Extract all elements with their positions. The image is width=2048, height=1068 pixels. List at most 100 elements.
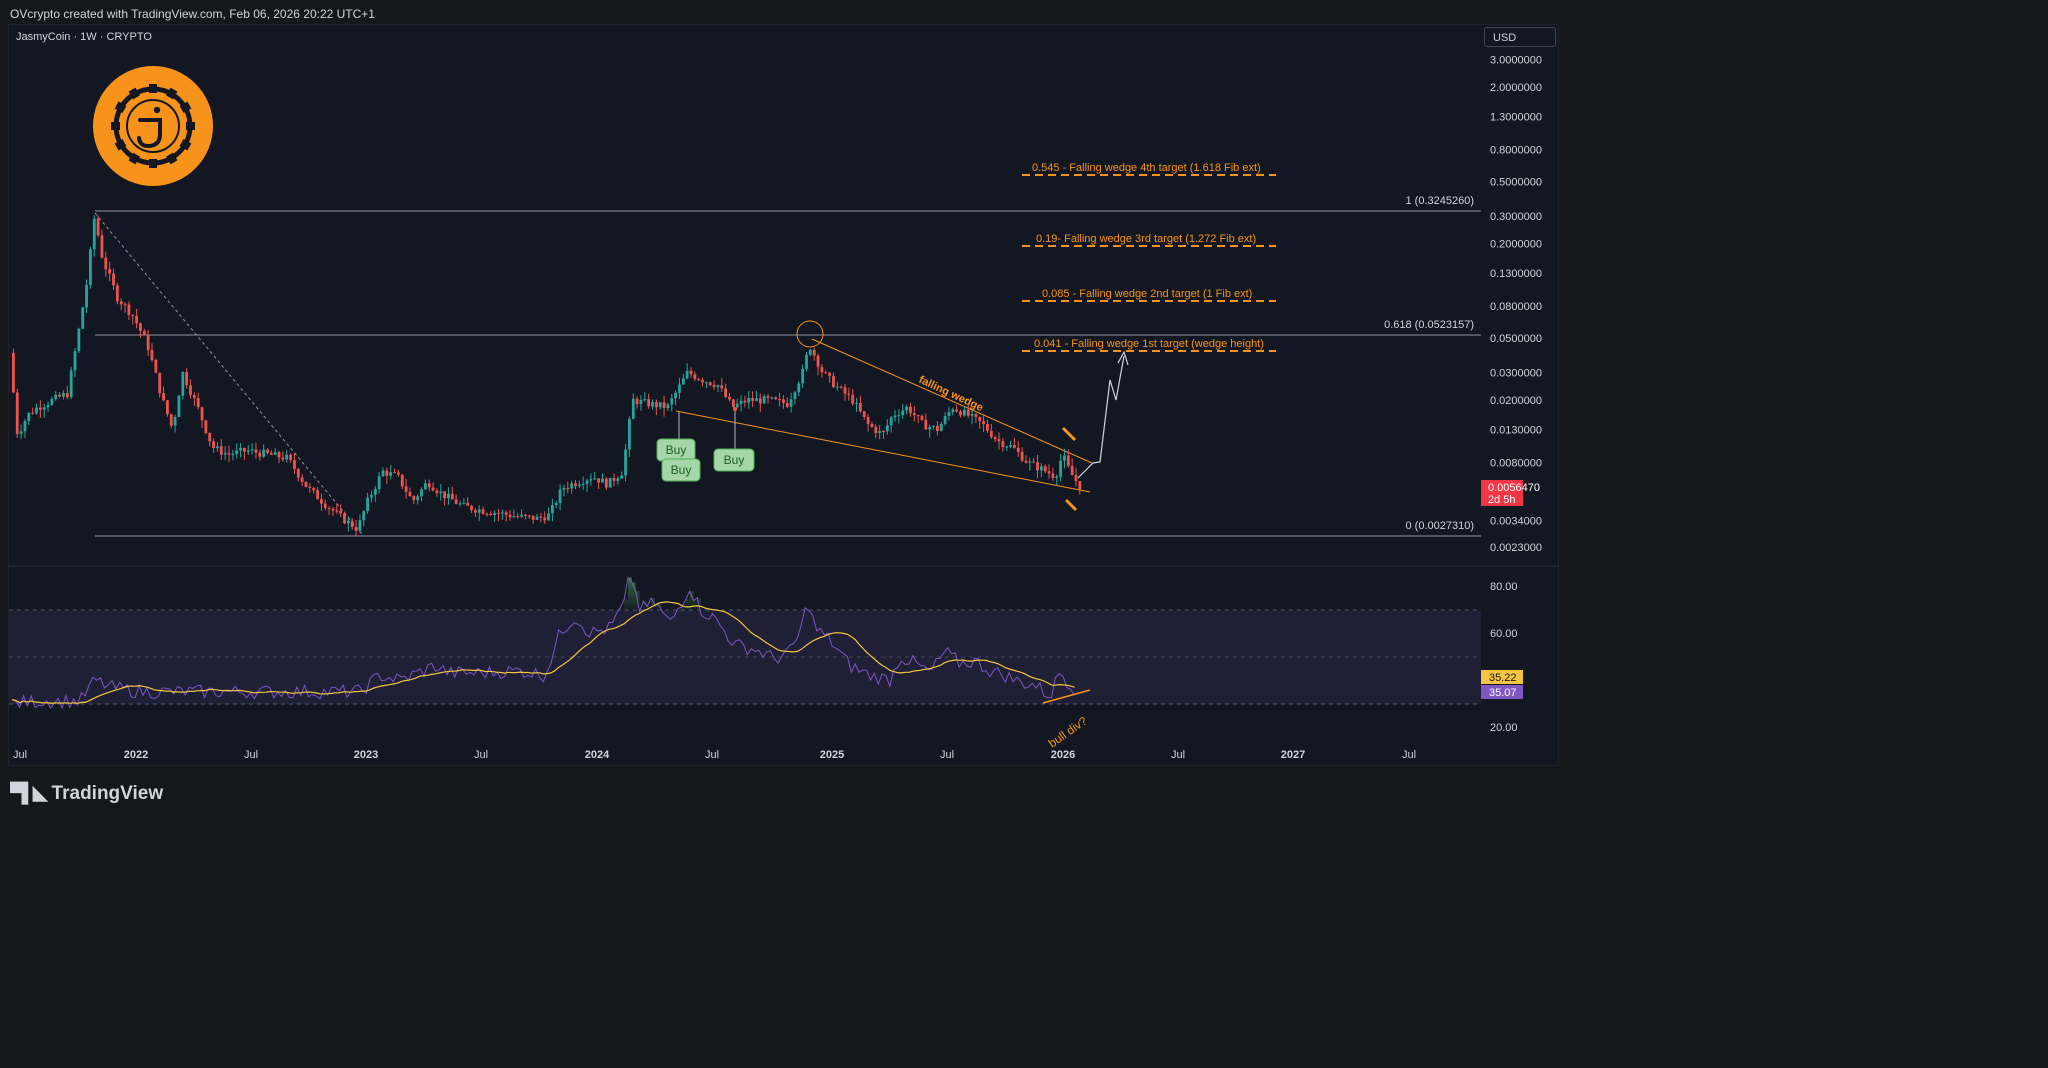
candle-body [385,470,389,476]
candle-body [50,398,54,405]
chart-canvas[interactable]: 1 (0.3245260) 0.618 (0.0523157) 0 (0.002… [0,0,1568,818]
candle-body [300,477,304,482]
candle-body [69,370,73,398]
candle-body [420,489,423,497]
time-tick-label: Jul [13,749,27,761]
candle-body [27,412,31,422]
price-tick-label: 0.2000000 [1490,239,1542,251]
gear-tooth [128,152,140,165]
candle-body [439,491,443,494]
candle-body [862,411,866,417]
candle-body [924,419,928,430]
candle-body [81,307,85,329]
currency-button[interactable]: USD [1484,27,1556,47]
time-tick-label: 2024 [585,749,610,761]
candle-body [447,493,450,499]
candle-body [639,399,643,405]
candle-body [1039,466,1043,471]
candle-body [92,218,96,250]
candle-body [701,379,704,383]
candle-body [127,304,131,315]
buy-signal[interactable]: Buy [656,412,696,462]
candle-body [793,392,797,400]
candle-body [681,378,685,385]
candle-body [150,350,154,360]
candle-body [658,402,662,408]
rsi-axis[interactable]: 80.00 60.00 20.00 [1490,581,1518,734]
candle-body [404,486,408,492]
rsi-ma-value: 35.22 [1489,672,1517,684]
candle-body [628,418,631,450]
candle-body [1001,441,1005,448]
time-tick-label: 2027 [1281,749,1305,761]
candle-body [77,328,81,352]
chart-panel[interactable] [8,24,1559,766]
gear-tooth [166,87,178,100]
candle-body [897,415,901,417]
candle-body [115,285,119,302]
candle-body [832,375,835,388]
candle-body [1059,460,1062,477]
time-tick-label: 2025 [820,749,844,761]
fib-1-label: 1 (0.3245260) [1406,195,1475,207]
candle-body [192,395,196,398]
projection-path [1077,355,1125,479]
candle-body [747,398,751,403]
last-price-countdown: 2d 5h [1488,494,1516,506]
candle-body [758,398,762,404]
candle-body [481,509,485,514]
candle-body [993,437,997,440]
candle-body [42,407,46,410]
candle-body [162,393,165,401]
candle-body [470,505,473,511]
candle-body [1047,471,1051,474]
candle-body [855,403,858,405]
time-tick-label: Jul [705,749,719,761]
candle-body [893,415,897,418]
candle-body [1055,476,1059,478]
candle-body [335,510,339,512]
candle-body [574,483,577,487]
buy-label: Buy [666,443,687,457]
candle-body [878,431,882,434]
price-tick-label: 0.8000000 [1490,144,1542,156]
tradingview-logo[interactable]: ▀▌◣ TradingView [10,782,163,805]
candle-body [112,273,115,286]
last-price-value: 0.0056470 [1488,482,1540,494]
price-tick-label: 0.5000000 [1490,176,1542,188]
time-tick-label: Jul [1171,749,1185,761]
candle-body [731,399,735,407]
candle-body [866,416,870,424]
candle-body [851,394,855,404]
rsi-tick-label: 60.00 [1490,628,1518,640]
time-tick-label: 2023 [354,749,378,761]
rsi-ma-badge [1481,670,1523,684]
buy-signal[interactable]: Buy [661,458,701,482]
candle-body [551,505,554,514]
candle-body [859,403,862,412]
target-1-label: 0.041 - Falling wedge 1st target (wedge … [1034,338,1264,350]
candle-body [320,499,323,504]
price-axis[interactable]: 3.0000000 2.0000000 1.3000000 0.8000000 0.50… [1490,55,1542,554]
candle-body [65,393,69,398]
candle-body [543,517,547,521]
candle-body [716,385,720,388]
symbol-title[interactable]: JasmyCoin · 1W · CRYPTO [16,31,152,43]
candle-body [158,372,162,394]
buy-signal[interactable]: Buy [713,407,755,472]
candle-body [200,407,204,421]
candle-body [423,483,427,490]
rsi-badge [1481,685,1523,699]
time-axis[interactable]: Jul 2022 Jul 2023 Jul 2024 Jul 2025 Jul 2026 Jul 20… [13,749,1416,761]
candle-body [870,423,874,427]
candle-body [208,432,212,442]
candle-body [697,378,701,380]
candle-body [312,487,316,491]
candle-body [31,412,35,414]
candle-body [1028,461,1032,463]
candle-body [616,478,620,481]
candle-body [547,513,550,521]
candle-body [142,330,146,336]
candle-body [1066,455,1070,466]
candle-body [381,470,385,477]
